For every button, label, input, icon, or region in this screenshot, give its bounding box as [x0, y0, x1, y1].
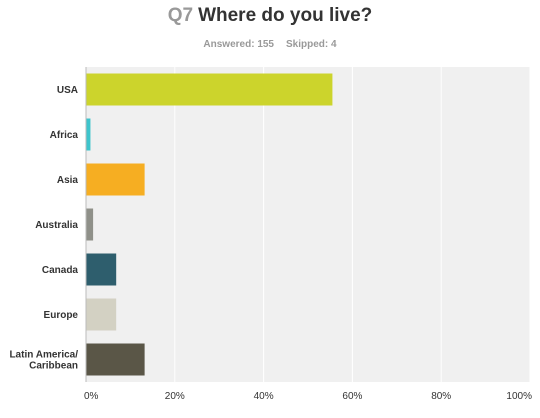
- category-label-line: USA: [57, 85, 78, 96]
- category-label-line: Canada: [42, 265, 79, 276]
- answered-label: Answered:: [203, 39, 255, 50]
- chart-title: Q7 Where do you live?: [0, 5, 540, 27]
- bar: [86, 208, 94, 241]
- skipped-label: Skipped:: [286, 39, 329, 50]
- category-label: Latin America/Caribbean: [9, 350, 78, 372]
- category-label-line: Latin America/: [9, 350, 78, 361]
- category-label: Australia: [35, 220, 78, 231]
- category-label-line: Africa: [50, 130, 79, 141]
- category-label: USA: [57, 85, 78, 96]
- response-stats: Answered: 155 Skipped: 4: [0, 39, 540, 50]
- answered-count: 155: [257, 39, 274, 50]
- category-label-line: Asia: [57, 175, 79, 186]
- bar: [86, 73, 333, 106]
- bar: [86, 118, 91, 151]
- question-text: Where do you live?: [198, 5, 373, 26]
- skipped-count: 4: [331, 39, 337, 50]
- category-label: Africa: [50, 130, 79, 141]
- category-label-line: Europe: [44, 310, 79, 321]
- x-tick-label: 20%: [165, 391, 185, 402]
- x-tick-label: 0%: [84, 391, 99, 402]
- x-tick-label: 80%: [431, 391, 451, 402]
- bar: [86, 253, 117, 286]
- category-label: Asia: [57, 175, 79, 186]
- x-tick-label: 60%: [342, 391, 362, 402]
- bar: [86, 163, 145, 196]
- category-label-line: Caribbean: [29, 361, 78, 372]
- category-label-line: Australia: [35, 220, 78, 231]
- category-label: Europe: [44, 310, 79, 321]
- x-tick-label: 100%: [506, 391, 532, 402]
- plot-area: [86, 67, 530, 382]
- x-tick-label: 40%: [254, 391, 274, 402]
- category-label: Canada: [42, 265, 79, 276]
- bar: [86, 343, 145, 376]
- bar: [86, 298, 117, 331]
- question-number: Q7: [167, 5, 194, 26]
